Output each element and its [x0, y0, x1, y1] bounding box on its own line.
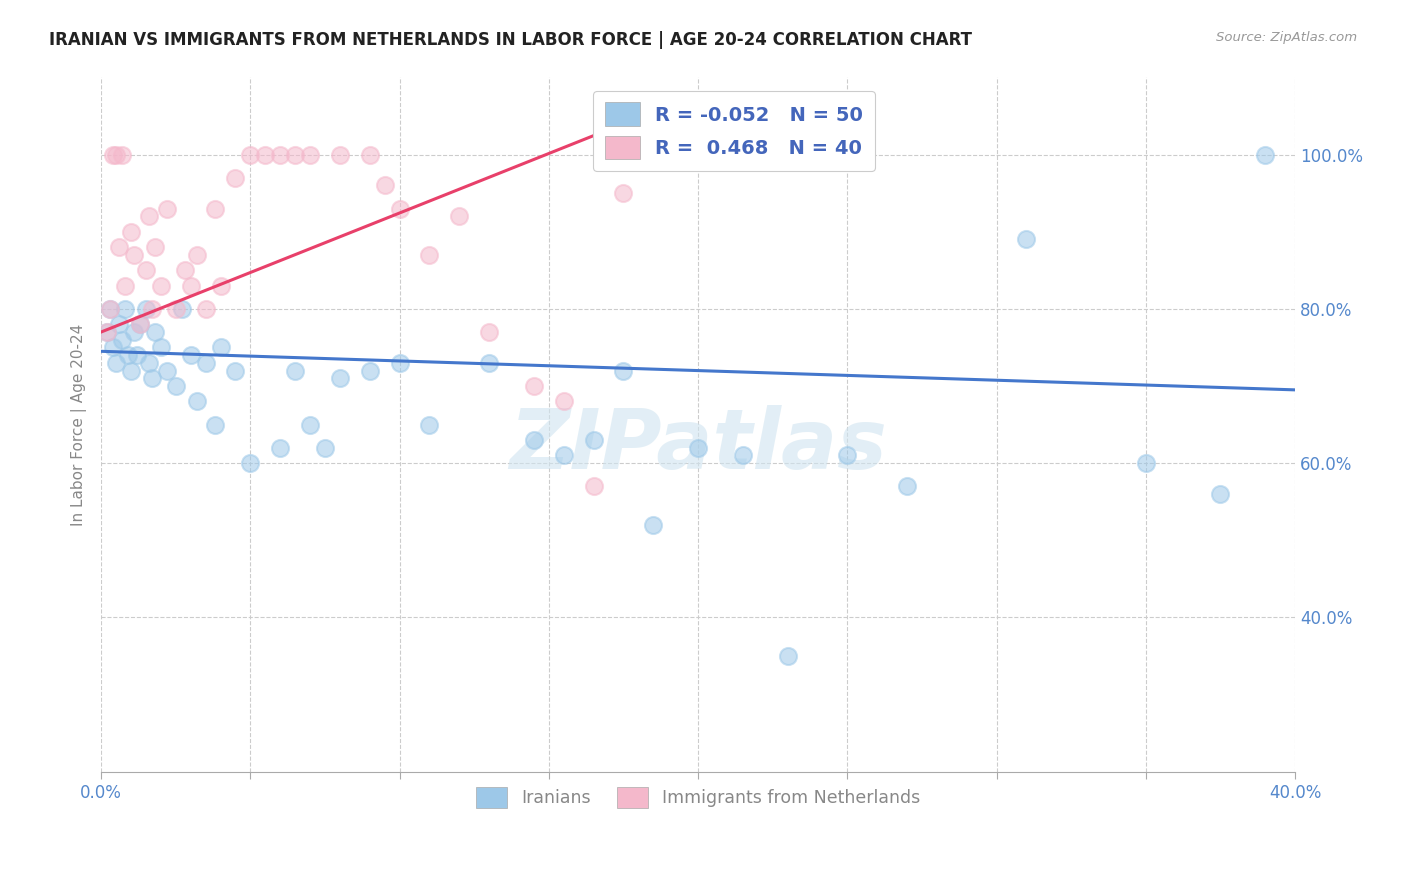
Point [299, 147, 322, 161]
Point [170, 301, 193, 316]
Point [111, 333, 134, 347]
Point [173, 263, 195, 277]
Point [224, 363, 246, 377]
Point [180, 278, 202, 293]
Point [194, 356, 217, 370]
Point [114, 301, 136, 316]
Point [135, 301, 157, 316]
Point [553, 449, 575, 463]
Point [122, 248, 145, 262]
Point [731, 449, 754, 463]
Point [120, 225, 142, 239]
Point [896, 479, 918, 493]
Point [359, 363, 381, 377]
Point [612, 186, 634, 201]
Point [478, 325, 501, 339]
Point [374, 178, 396, 193]
Point [204, 417, 226, 432]
Y-axis label: In Labor Force | Age 20-24: In Labor Force | Age 20-24 [72, 324, 87, 525]
Point [129, 318, 152, 332]
Point [224, 170, 246, 185]
Point [141, 371, 163, 385]
Point [284, 147, 307, 161]
Point [180, 348, 202, 362]
Point [314, 441, 336, 455]
Point [105, 147, 128, 161]
Point [329, 371, 352, 385]
Point [686, 441, 709, 455]
Point [837, 449, 859, 463]
Point [254, 147, 277, 161]
Point [643, 517, 665, 532]
Point [204, 202, 226, 216]
Point [359, 147, 381, 161]
Point [98, 301, 121, 316]
Point [98, 301, 121, 316]
Point [135, 263, 157, 277]
Text: Source: ZipAtlas.com: Source: ZipAtlas.com [1216, 31, 1357, 45]
Text: ZIPatlas: ZIPatlas [509, 405, 887, 486]
Point [122, 325, 145, 339]
Point [209, 341, 232, 355]
Point [111, 147, 134, 161]
Point [186, 248, 208, 262]
Point [141, 301, 163, 316]
Text: IRANIAN VS IMMIGRANTS FROM NETHERLANDS IN LABOR FORCE | AGE 20-24 CORRELATION CH: IRANIAN VS IMMIGRANTS FROM NETHERLANDS I… [49, 31, 972, 49]
Point [284, 363, 307, 377]
Point [612, 363, 634, 377]
Point [125, 348, 148, 362]
Point [117, 348, 139, 362]
Point [269, 441, 291, 455]
Point [105, 356, 128, 370]
Point [776, 648, 799, 663]
Point [209, 278, 232, 293]
Point [186, 394, 208, 409]
Point [418, 248, 440, 262]
Point [108, 318, 131, 332]
Point [582, 433, 605, 447]
Point [149, 341, 172, 355]
Point [96, 325, 118, 339]
Point [96, 325, 118, 339]
Point [165, 379, 187, 393]
Point [582, 479, 605, 493]
Point [1209, 487, 1232, 501]
Point [143, 325, 166, 339]
Point [156, 202, 179, 216]
Point [101, 341, 124, 355]
Point [101, 147, 124, 161]
Point [299, 417, 322, 432]
Point [108, 240, 131, 254]
Point [239, 147, 262, 161]
Point [553, 394, 575, 409]
Point [478, 356, 501, 370]
Point [138, 356, 160, 370]
Point [449, 209, 471, 223]
Legend: Iranians, Immigrants from Netherlands: Iranians, Immigrants from Netherlands [470, 780, 927, 815]
Point [388, 202, 411, 216]
Point [239, 456, 262, 470]
Point [523, 379, 546, 393]
Point [194, 301, 217, 316]
Point [269, 147, 291, 161]
Point [165, 301, 187, 316]
Point [1135, 456, 1157, 470]
Point [1015, 232, 1038, 246]
Point [329, 147, 352, 161]
Point [138, 209, 160, 223]
Point [1254, 147, 1277, 161]
Point [418, 417, 440, 432]
Point [156, 363, 179, 377]
Point [149, 278, 172, 293]
Point [114, 278, 136, 293]
Point [129, 318, 152, 332]
Point [143, 240, 166, 254]
Point [120, 363, 142, 377]
Point [523, 433, 546, 447]
Point [388, 356, 411, 370]
